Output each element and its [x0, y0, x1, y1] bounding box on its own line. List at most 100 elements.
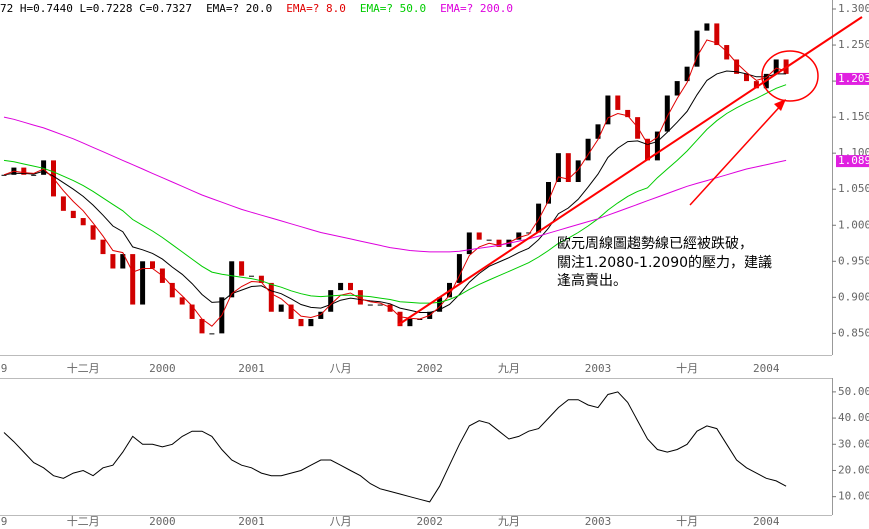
candle	[397, 311, 403, 327]
candle	[348, 282, 353, 291]
candle	[714, 23, 720, 46]
x-tick-label: 2003	[585, 515, 612, 528]
arrow-line	[689, 101, 785, 206]
plot-area	[1, 23, 789, 503]
candle	[31, 174, 37, 176]
x-tick-label: 九月	[498, 515, 520, 528]
x-tick-label: 2000	[149, 362, 176, 375]
candle	[476, 232, 482, 240]
x-tick-label: 十二月	[67, 514, 100, 528]
legend-entry: EMA=? 20.0	[206, 2, 272, 15]
highlight-circle	[761, 50, 819, 102]
candle	[90, 225, 96, 240]
y-tick-label: 40.00	[838, 411, 869, 424]
y-tick-label: 1.150	[838, 110, 869, 123]
trend-line	[397, 16, 863, 326]
x-tick-label: 9	[1, 515, 8, 528]
candle	[249, 275, 254, 277]
candle	[536, 203, 542, 233]
candle	[387, 304, 393, 312]
price-tag	[836, 72, 869, 85]
x-tick-label: 2004	[753, 362, 780, 375]
candle	[684, 66, 690, 82]
x-tick-label: 九月	[498, 362, 520, 375]
candle	[694, 30, 700, 67]
candle	[377, 304, 383, 306]
candle	[328, 290, 334, 312]
x-tick-label: 2004	[753, 515, 780, 528]
x-tick-label: 八月	[330, 515, 352, 528]
x-tick-label: 十月	[676, 514, 698, 528]
candle	[437, 297, 443, 312]
candle	[575, 160, 581, 183]
candle	[357, 290, 363, 305]
y-tick-label: 20.00	[838, 463, 869, 476]
candle	[734, 59, 740, 74]
ema-line	[3, 39, 787, 327]
candle	[526, 232, 532, 234]
x-tick-label: 2001	[238, 362, 265, 375]
candle	[555, 153, 561, 183]
ema-line	[3, 116, 787, 253]
candle	[1, 174, 7, 176]
arrow-head	[774, 99, 786, 111]
legend-entry: EMA=? 8.0	[286, 2, 346, 15]
candle	[199, 318, 205, 334]
indicator-line	[3, 391, 787, 503]
candle	[70, 210, 76, 219]
candle	[239, 261, 245, 276]
y-tick-label: 1.300	[838, 2, 869, 15]
candle	[674, 81, 680, 96]
legend-entry: EMA=? 200.0	[440, 2, 513, 15]
y-tick-label: 0.900	[838, 290, 869, 303]
x-tick-label: 2003	[585, 362, 612, 375]
x-tick-label: 2001	[238, 515, 265, 528]
candle	[308, 318, 314, 327]
x-tick-label: 十二月	[67, 361, 100, 375]
candle	[625, 109, 631, 118]
candle	[546, 182, 551, 204]
candle	[466, 232, 472, 255]
candle	[407, 318, 413, 327]
y-tick-label: 1.250	[838, 38, 869, 51]
candle	[189, 304, 195, 319]
candle	[595, 124, 601, 139]
candle	[21, 167, 27, 175]
price-tag-label: 1.203	[838, 72, 869, 85]
candle	[268, 282, 274, 312]
price-tag-label: 1.089	[838, 154, 869, 167]
annotation: 歐元周線圖趨勢線已經被跌破，	[557, 236, 753, 252]
candle	[645, 138, 650, 161]
candle	[41, 160, 47, 175]
candle	[130, 254, 136, 305]
x-tick-label: 2002	[416, 515, 443, 528]
legend-entry: EMA=? 50.0	[360, 2, 426, 15]
candle	[318, 311, 324, 319]
candle	[486, 239, 492, 241]
y-tick-label: 30.00	[838, 437, 869, 450]
candle	[664, 95, 670, 132]
candle	[496, 239, 502, 247]
y-tick-label: 1.050	[838, 182, 869, 195]
candle	[169, 282, 175, 298]
candle	[338, 282, 344, 291]
candle	[516, 232, 522, 240]
candle	[60, 196, 66, 211]
candle	[140, 261, 146, 305]
y-tick-label: 0.950	[838, 254, 869, 267]
candle	[150, 261, 155, 269]
price-tag	[836, 155, 869, 168]
candle	[229, 261, 235, 298]
candle	[565, 153, 571, 183]
candle	[773, 59, 779, 74]
candle	[605, 95, 611, 125]
candle	[298, 318, 304, 327]
candle	[585, 138, 591, 161]
candle	[753, 81, 759, 89]
candle	[258, 275, 264, 283]
candle	[179, 297, 185, 305]
header-text: 72 H=0.7440 L=0.7228 C=0.7327	[0, 2, 192, 15]
candle	[615, 95, 621, 110]
candle	[209, 333, 215, 335]
ema-line	[3, 84, 787, 304]
